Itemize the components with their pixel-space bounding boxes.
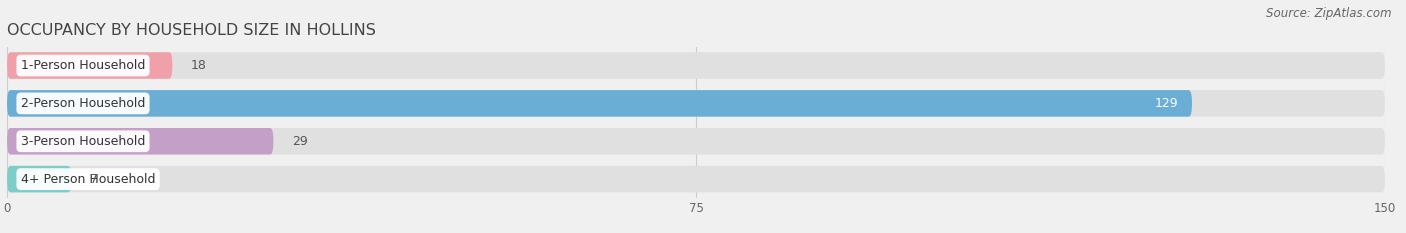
FancyBboxPatch shape	[7, 52, 1385, 79]
Text: OCCUPANCY BY HOUSEHOLD SIZE IN HOLLINS: OCCUPANCY BY HOUSEHOLD SIZE IN HOLLINS	[7, 24, 375, 38]
Text: 129: 129	[1154, 97, 1178, 110]
Text: 4+ Person Household: 4+ Person Household	[21, 173, 155, 186]
Text: 7: 7	[90, 173, 97, 186]
Text: 1-Person Household: 1-Person Household	[21, 59, 145, 72]
FancyBboxPatch shape	[7, 90, 1192, 117]
FancyBboxPatch shape	[7, 90, 1385, 117]
Text: Source: ZipAtlas.com: Source: ZipAtlas.com	[1267, 7, 1392, 20]
Text: 18: 18	[191, 59, 207, 72]
FancyBboxPatch shape	[7, 52, 173, 79]
FancyBboxPatch shape	[7, 128, 273, 154]
Text: 3-Person Household: 3-Person Household	[21, 135, 145, 148]
Text: 29: 29	[292, 135, 308, 148]
FancyBboxPatch shape	[7, 166, 72, 192]
FancyBboxPatch shape	[7, 166, 1385, 192]
Text: 2-Person Household: 2-Person Household	[21, 97, 145, 110]
FancyBboxPatch shape	[7, 128, 1385, 154]
